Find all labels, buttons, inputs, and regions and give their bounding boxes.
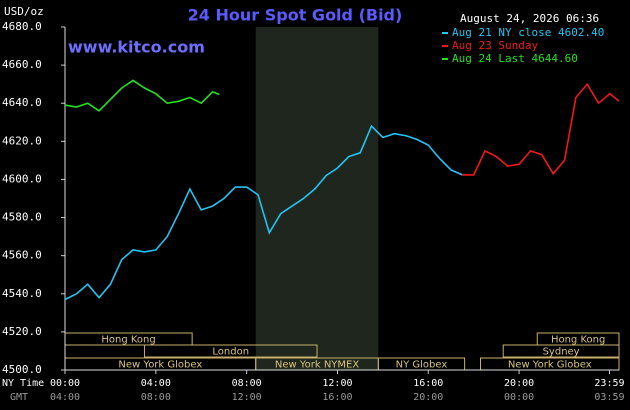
y-tick-label: 4540.0 (2, 287, 42, 300)
y-tick-label: 4620.0 (2, 134, 42, 147)
session-label: Hong Kong (101, 335, 155, 346)
y-tick-label: 4640.0 (2, 96, 42, 109)
y-tick-label: 4600.0 (2, 172, 42, 185)
y-tick-label: 4660.0 (2, 58, 42, 71)
y-tick-label: 4580.0 (2, 211, 42, 224)
x-tick-label: 16:00 (413, 378, 443, 389)
chart-title: 24 Hour Spot Gold (Bid) (188, 6, 403, 25)
x2-tick-label: 20:00 (413, 392, 443, 403)
x-tick-label: 00:00 (50, 378, 80, 389)
y-tick-label: 4560.0 (2, 249, 42, 262)
session-bar (143, 344, 318, 358)
session-label: New York Globex (118, 360, 202, 371)
session-label: NY Globex (396, 360, 448, 371)
x2-tick-label: 12:00 (232, 392, 262, 403)
session-label: Sydney (543, 347, 580, 358)
session-label: New York Globex (508, 360, 592, 371)
y-tick-label: 4520.0 (2, 325, 42, 338)
x-tick-label: 08:00 (232, 378, 262, 389)
plot-layer: Hong Kong London New York Globex New York N… (2, 20, 625, 403)
legend-label: Aug 24 Last 4644.60 (452, 52, 578, 65)
session-shade (255, 27, 379, 370)
price-line (462, 82, 620, 176)
watermark: www.kitco.com (68, 38, 205, 57)
x2-tick-label: 00:00 (504, 392, 534, 403)
timestamp: August 24, 2026 06:36 (460, 12, 599, 25)
x2-row-label: GMT (10, 392, 28, 403)
y-tick-label: 4500.0 (2, 363, 42, 376)
x2-tick-label: 04:00 (50, 392, 80, 403)
x-tick-label: 23:59 (594, 378, 624, 389)
x-tick-label: 12:00 (322, 378, 352, 389)
x-row-label: NY Time (2, 378, 44, 389)
shade-layer (255, 27, 379, 370)
session-label: Hong Kong (551, 335, 605, 346)
legend-label: Aug 21 NY close 4602.40 (452, 26, 604, 39)
y-tick-label: 4680.0 (2, 20, 42, 33)
session-label: London (212, 347, 249, 358)
legend-label: Aug 23 Sunday (452, 39, 538, 52)
session-label: New York NYMEX (275, 360, 360, 371)
x2-tick-label: 03:59 (594, 392, 624, 403)
unit-label: USD/oz (4, 5, 44, 18)
x-tick-label: 20:00 (504, 378, 534, 389)
x2-tick-label: 16:00 (322, 392, 352, 403)
price-line (64, 124, 463, 301)
x-tick-label: 04:00 (141, 378, 171, 389)
x2-tick-label: 08:00 (141, 392, 171, 403)
session-bar (502, 344, 620, 358)
price-line (64, 79, 220, 112)
